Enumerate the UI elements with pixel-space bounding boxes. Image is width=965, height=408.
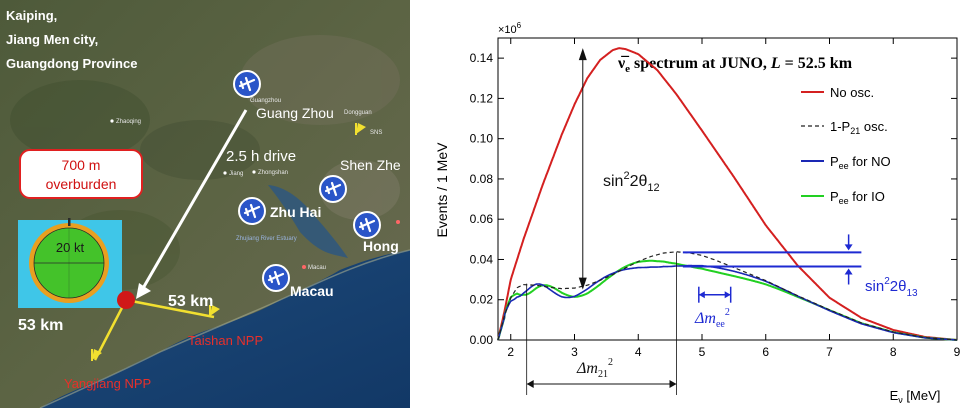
y-tick-label: 0.08 bbox=[470, 172, 494, 186]
y-multiplier: ×106 bbox=[498, 21, 522, 36]
x-tick-label: 5 bbox=[699, 345, 706, 359]
macau-dot bbox=[302, 265, 306, 269]
distance-taishan: 53 km bbox=[168, 293, 213, 310]
annotation-dmee: Δmee2 bbox=[694, 307, 730, 330]
overburden-line-1: 700 m bbox=[62, 157, 101, 173]
y-tick-label: 0.06 bbox=[470, 212, 494, 226]
detector-graphic bbox=[18, 218, 122, 308]
x-axis-label: Eν [MeV] bbox=[890, 388, 941, 405]
x-tick-label: 7 bbox=[826, 345, 833, 359]
x-tick-label: 3 bbox=[571, 345, 578, 359]
y-tick-label: 0.10 bbox=[470, 132, 494, 146]
y-tick-label: 0.14 bbox=[470, 51, 494, 65]
airport-shenzhen bbox=[320, 176, 346, 202]
x-tick-label: 6 bbox=[762, 345, 769, 359]
npp-yangjiang: Yangjiang NPP bbox=[64, 376, 151, 391]
label-estuary: Zhujiang River Estuary bbox=[236, 236, 297, 242]
hongkong-dot bbox=[396, 220, 400, 224]
jiangmen-dot bbox=[223, 171, 226, 174]
npp-taishan: Taishan NPP bbox=[188, 333, 263, 348]
juno-site-marker bbox=[117, 291, 135, 309]
label-zhuhai: Zhu Hai bbox=[270, 204, 321, 220]
dm21-arrowhead-left bbox=[527, 380, 534, 388]
x-tick-label: 9 bbox=[954, 345, 961, 359]
distance-yangjiang: 53 km bbox=[18, 317, 63, 334]
label-hongkong: Hong bbox=[363, 238, 399, 254]
drive-label: 2.5 h drive bbox=[226, 148, 296, 165]
label-zhongshan: Zhongshan bbox=[258, 170, 288, 176]
zhongshan-dot bbox=[252, 170, 255, 173]
airport-zhuhai bbox=[239, 198, 265, 224]
site-map: Kaiping, Jiang Men city, Guangdong Provi… bbox=[0, 0, 410, 408]
legend-pee-io: Pee for IO bbox=[830, 189, 885, 206]
y-tick-label: 0.00 bbox=[470, 333, 494, 347]
legend-no-osc: No osc. bbox=[830, 85, 874, 100]
airport-hongkong bbox=[354, 212, 380, 238]
dm21-arrowhead-right bbox=[670, 380, 677, 388]
label-macau: Macau bbox=[290, 283, 334, 299]
label-jiangmen: Jiang bbox=[229, 171, 243, 177]
y-tick-label: 0.04 bbox=[470, 252, 494, 266]
label-sns: SNS bbox=[370, 130, 382, 136]
location-line-2: Jiang Men city, bbox=[6, 32, 98, 47]
airport-guangzhou bbox=[234, 71, 260, 97]
location-line-1: Kaiping, bbox=[6, 8, 57, 23]
label-shenzhen: Shen Zhe bbox=[340, 157, 401, 173]
y-tick-label: 0.12 bbox=[470, 91, 494, 105]
x-tick-label: 8 bbox=[890, 345, 897, 359]
label-guangzhou: Guang Zhou bbox=[256, 105, 334, 121]
label-dongguan: Dongguan bbox=[344, 110, 372, 116]
detector-label: 20 kt bbox=[56, 240, 85, 255]
label-zhaoqing: Zhaoqing bbox=[116, 119, 141, 125]
y-tick-label: 0.02 bbox=[470, 293, 494, 307]
airport-macau bbox=[263, 265, 289, 291]
x-tick-label: 2 bbox=[507, 345, 514, 359]
label-macau-small: Macau bbox=[308, 265, 326, 271]
overburden-line-2: overburden bbox=[46, 176, 117, 192]
zhaoqing-dot bbox=[110, 119, 113, 122]
y-axis-label: Events / 1 MeV bbox=[434, 142, 450, 238]
location-line-3: Guangdong Province bbox=[6, 56, 137, 71]
annotation-dm21: Δm212 bbox=[576, 357, 613, 380]
spectrum-chart: 0.00 0.02 0.04 0.06 0.08 0.10 0.12 0.14 2 3 4 5 6 7 8… bbox=[425, 0, 965, 408]
x-tick-label: 4 bbox=[635, 345, 642, 359]
label-guangzhou-small: Guangzhou bbox=[250, 98, 281, 104]
chart-title: ν̅e spectrum at JUNO, L = 52.5 km bbox=[617, 54, 853, 75]
